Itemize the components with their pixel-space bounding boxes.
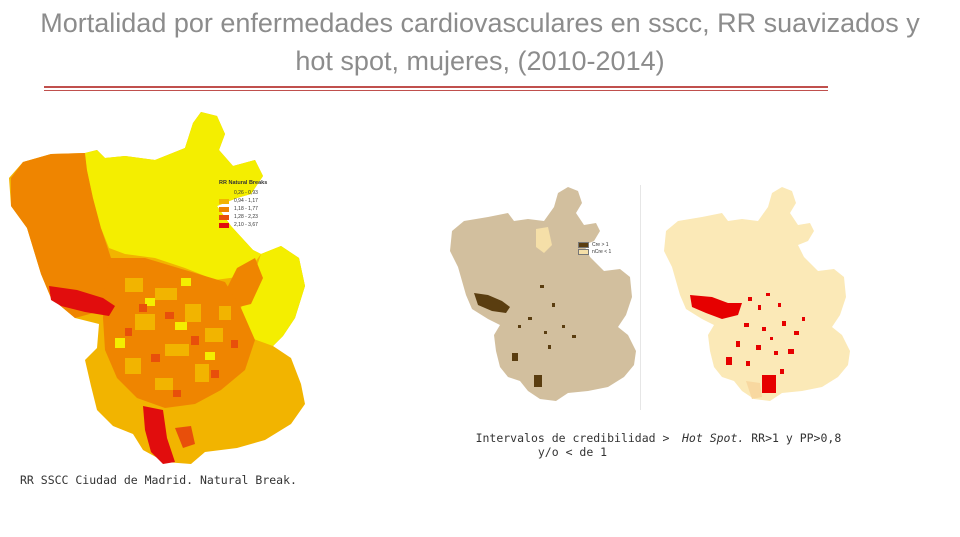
- rr-legend-item: 1,18 - 1,77: [219, 205, 267, 213]
- legend-swatch: [578, 241, 589, 248]
- rr-legend-item: 1,28 - 2,23: [219, 213, 267, 221]
- legend-swatch: [219, 198, 229, 204]
- hotspot-map-caption: Hot Spot. RR>1 y PP>0,8: [682, 431, 842, 445]
- rr-legend: RR Natural Breaks 0,26 - 0,93 0,94 - 1,1…: [219, 180, 267, 229]
- legend-swatch: [219, 222, 229, 228]
- rr-legend-title: RR Natural Breaks: [219, 180, 268, 186]
- credibility-map-caption: Intervalos de credibilidad > y/o < de 1: [475, 431, 670, 459]
- legend-swatch: [578, 248, 589, 255]
- title-divider: [44, 86, 828, 88]
- map-divider: [640, 185, 641, 410]
- rr-map-caption: RR SSCC Ciudad de Madrid. Natural Break.: [20, 473, 297, 487]
- slide-title: Mortalidad por enfermedades cardiovascul…: [40, 8, 920, 76]
- rr-legend-item: 2,10 - 3,67: [219, 221, 267, 229]
- title-divider-thin: [44, 90, 828, 91]
- credibility-legend: Cre > 1 nCre < 1: [578, 241, 611, 255]
- legend-swatch: [219, 214, 229, 220]
- rr-choropleth-map: [5, 108, 315, 470]
- rr-legend-item: 0,94 - 1,17: [219, 197, 267, 205]
- credibility-map: [448, 185, 638, 410]
- credibility-legend-item: Cre > 1: [578, 241, 611, 248]
- hotspot-map: [662, 185, 857, 410]
- credibility-legend-item: nCre < 1: [578, 248, 611, 255]
- legend-swatch: [219, 190, 229, 196]
- legend-swatch: [219, 206, 229, 212]
- rr-legend-item: 0,26 - 0,93: [219, 189, 267, 197]
